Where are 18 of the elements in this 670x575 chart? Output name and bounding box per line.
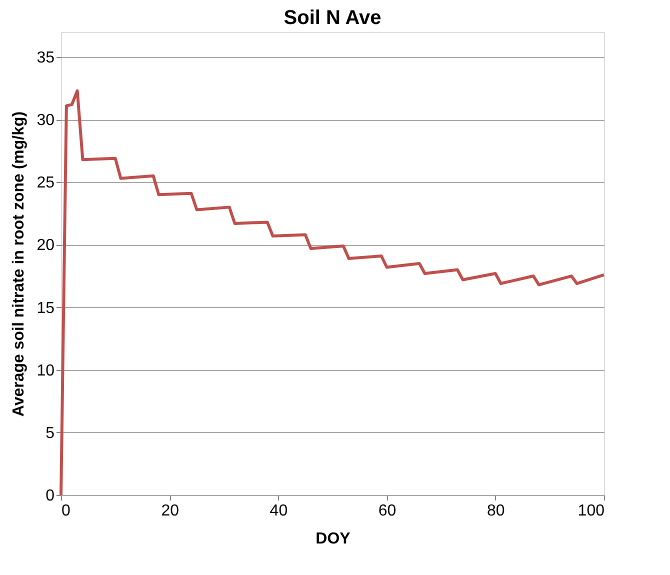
y-tick-label: 15 — [36, 300, 55, 317]
x-tick-label: 60 — [378, 502, 396, 520]
y-tick-label: 25 — [36, 174, 55, 192]
y-tick-label: 5 — [46, 424, 55, 442]
y-tick-label: 20 — [36, 237, 55, 254]
x-axis-title: DOY — [316, 530, 351, 548]
y-tick-label: 10 — [36, 362, 55, 380]
y-tick-label: 35 — [36, 50, 55, 67]
y-tick-label: 0 — [46, 488, 55, 504]
chart-title: Soil N Ave — [284, 7, 382, 29]
y-axis-title: Average soil nitrate in root zone (mg/kg) — [10, 111, 28, 417]
x-tick-label: 0 — [62, 502, 70, 520]
x-tick-label: 20 — [161, 502, 180, 520]
line-series — [60, 89, 606, 496]
y-tick-label: 30 — [36, 112, 55, 130]
x-tick-label: 100 — [578, 502, 605, 520]
x-tick-label: 80 — [487, 502, 505, 520]
x-tick-label: 40 — [270, 502, 288, 520]
